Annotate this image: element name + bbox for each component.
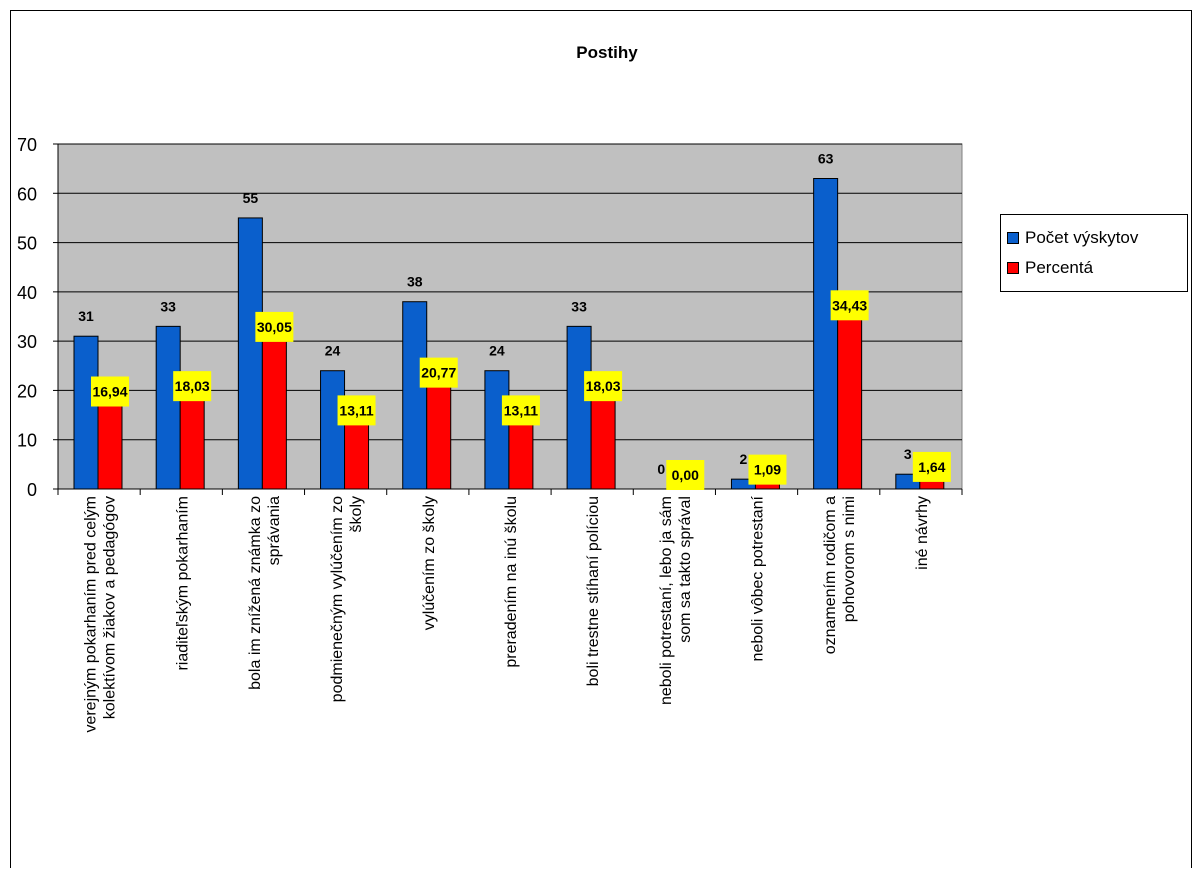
value-label-pocet-vyskytov-4: 38 [407, 274, 423, 290]
bar-pocet-vyskytov-5 [484, 370, 510, 490]
legend-item-pocet-vyskytov: Počet výskytov [1007, 223, 1181, 253]
chart-title: Postihy [576, 43, 638, 62]
legend-swatch-pocet-vyskytov [1007, 232, 1019, 244]
category-label-1: riaditeľským pokarhaním [174, 496, 191, 671]
bar-percenta-0 [97, 405, 123, 490]
category-label-line: iné návrhy [914, 496, 931, 570]
ytick-label-70: 70 [17, 135, 37, 155]
category-label-line: vylúčením zo školy [421, 496, 438, 630]
value-label-bg-percenta-1 [173, 371, 212, 402]
ytick-label-20: 20 [17, 381, 37, 401]
value-label-percenta-9: 34,43 [832, 297, 867, 313]
value-label-pocet-vyskytov-7: 0 [657, 461, 665, 477]
value-label-bg-percenta-10 [912, 451, 951, 482]
bar-percenta-10 [919, 480, 945, 490]
category-label-10: iné návrhy [914, 496, 931, 570]
category-label-line: riaditeľským pokarhaním [174, 496, 191, 671]
category-label-line: bola im znížená známka zo [247, 496, 264, 690]
value-label-pocet-vyskytov-10: 3 [904, 446, 912, 462]
category-label-0: verejným pokarhaním pred celým kolektívom… [83, 496, 119, 733]
category-label-line: oznamením rodičom a [822, 496, 839, 654]
category-label-3: podmienečným vylúčením zo školy [329, 496, 365, 702]
value-label-bg-percenta-5 [501, 395, 540, 426]
bar-percenta-9 [837, 318, 863, 490]
bar-pocet-vyskytov-3 [320, 370, 346, 490]
category-label-line: neboli vôbec potrestaní [750, 495, 767, 661]
chart-frame [10, 10, 1192, 868]
value-label-percenta-0: 16,94 [92, 384, 127, 400]
value-label-bg-percenta-3 [337, 395, 376, 426]
category-label-line: podmienečným vylúčením zo [329, 496, 346, 702]
bar-pocet-vyskytov-9 [813, 178, 839, 490]
category-label-7: neboli potrestaní, lebo ja sám som sa tak… [658, 496, 694, 705]
value-label-bg-percenta-6 [584, 371, 623, 402]
value-label-bg-percenta-7 [666, 460, 705, 490]
value-label-percenta-2: 30,05 [257, 319, 292, 335]
bar-percenta-1 [179, 399, 205, 490]
category-label-4: vylúčením zo školy [421, 496, 438, 630]
value-label-bg-percenta-2 [255, 311, 294, 342]
value-label-pocet-vyskytov-3: 24 [325, 343, 341, 359]
category-label-line: školy [348, 496, 365, 532]
category-label-line: verejným pokarhaním pred celým [83, 496, 100, 733]
value-label-pocet-vyskytov-0: 31 [78, 308, 94, 324]
value-label-percenta-1: 18,03 [175, 378, 210, 394]
category-label-2: bola im znížená známka zo správania [247, 496, 283, 690]
bar-percenta-2 [261, 340, 287, 490]
category-label-line: som sa takto správal [677, 496, 694, 643]
category-label-9: oznamením rodičom a pohovorom s nimi [822, 496, 858, 654]
value-label-percenta-7: 0,00 [672, 467, 699, 483]
bar-pocet-vyskytov-2 [237, 217, 263, 490]
category-label-line: preradením na inú školu [503, 496, 520, 668]
value-label-percenta-3: 13,11 [339, 402, 373, 418]
ytick-label-10: 10 [17, 431, 37, 451]
value-label-pocet-vyskytov-6: 33 [571, 298, 587, 314]
ytick-label-60: 60 [17, 184, 37, 204]
chart-legend: Počet výskytov Percentá [1000, 214, 1188, 292]
value-label-pocet-vyskytov-8: 2 [740, 451, 748, 467]
legend-swatch-percenta [1007, 262, 1019, 274]
value-label-bg-percenta-0 [91, 376, 129, 407]
value-label-pocet-vyskytov-9: 63 [818, 151, 834, 167]
legend-label-pocet-vyskytov: Počet výskytov [1025, 228, 1139, 247]
value-label-pocet-vyskytov-5: 24 [489, 343, 505, 359]
value-label-percenta-5: 13,11 [504, 402, 538, 418]
category-label-line: boli trestne stíhaní políciou [585, 496, 602, 686]
bar-pocet-vyskytov-4 [402, 301, 428, 490]
category-label-5: preradením na inú školu [503, 496, 520, 668]
legend-item-percenta: Percentá [1007, 253, 1181, 283]
bar-percenta-4 [426, 386, 452, 490]
value-label-percenta-6: 18,03 [586, 378, 621, 394]
value-label-percenta-8: 1,09 [754, 462, 781, 478]
ytick-label-30: 30 [17, 332, 37, 352]
category-label-line: pohovorom s nimi [841, 496, 858, 622]
value-label-pocet-vyskytov-2: 55 [243, 190, 259, 206]
ytick-label-50: 50 [17, 234, 37, 254]
legend-label-percenta: Percentá [1025, 258, 1094, 277]
ytick-label-40: 40 [17, 283, 37, 303]
ytick-label-0: 0 [27, 480, 37, 500]
bar-pocet-vyskytov-0 [73, 335, 99, 490]
value-label-bg-percenta-4 [419, 357, 458, 388]
category-label-line: kolektívom žiakov a pedagógov [102, 496, 119, 719]
category-label-6: boli trestne stíhaní políciou [585, 496, 602, 686]
category-label-line: správania [266, 496, 283, 565]
bar-percenta-3 [344, 423, 370, 490]
value-label-percenta-4: 20,77 [421, 365, 456, 381]
bar-pocet-vyskytov-1 [155, 325, 181, 490]
value-label-pocet-vyskytov-1: 33 [160, 298, 176, 314]
bar-pocet-vyskytov-6 [566, 325, 592, 490]
value-label-bg-percenta-8 [748, 454, 787, 485]
bar-percenta-6 [590, 399, 616, 490]
bar-percenta-5 [508, 423, 534, 490]
value-label-percenta-10: 1,64 [918, 459, 945, 475]
category-label-8: neboli vôbec potrestaní [750, 495, 767, 661]
value-label-bg-percenta-9 [830, 290, 869, 321]
category-label-line: neboli potrestaní, lebo ja sám [658, 496, 675, 705]
